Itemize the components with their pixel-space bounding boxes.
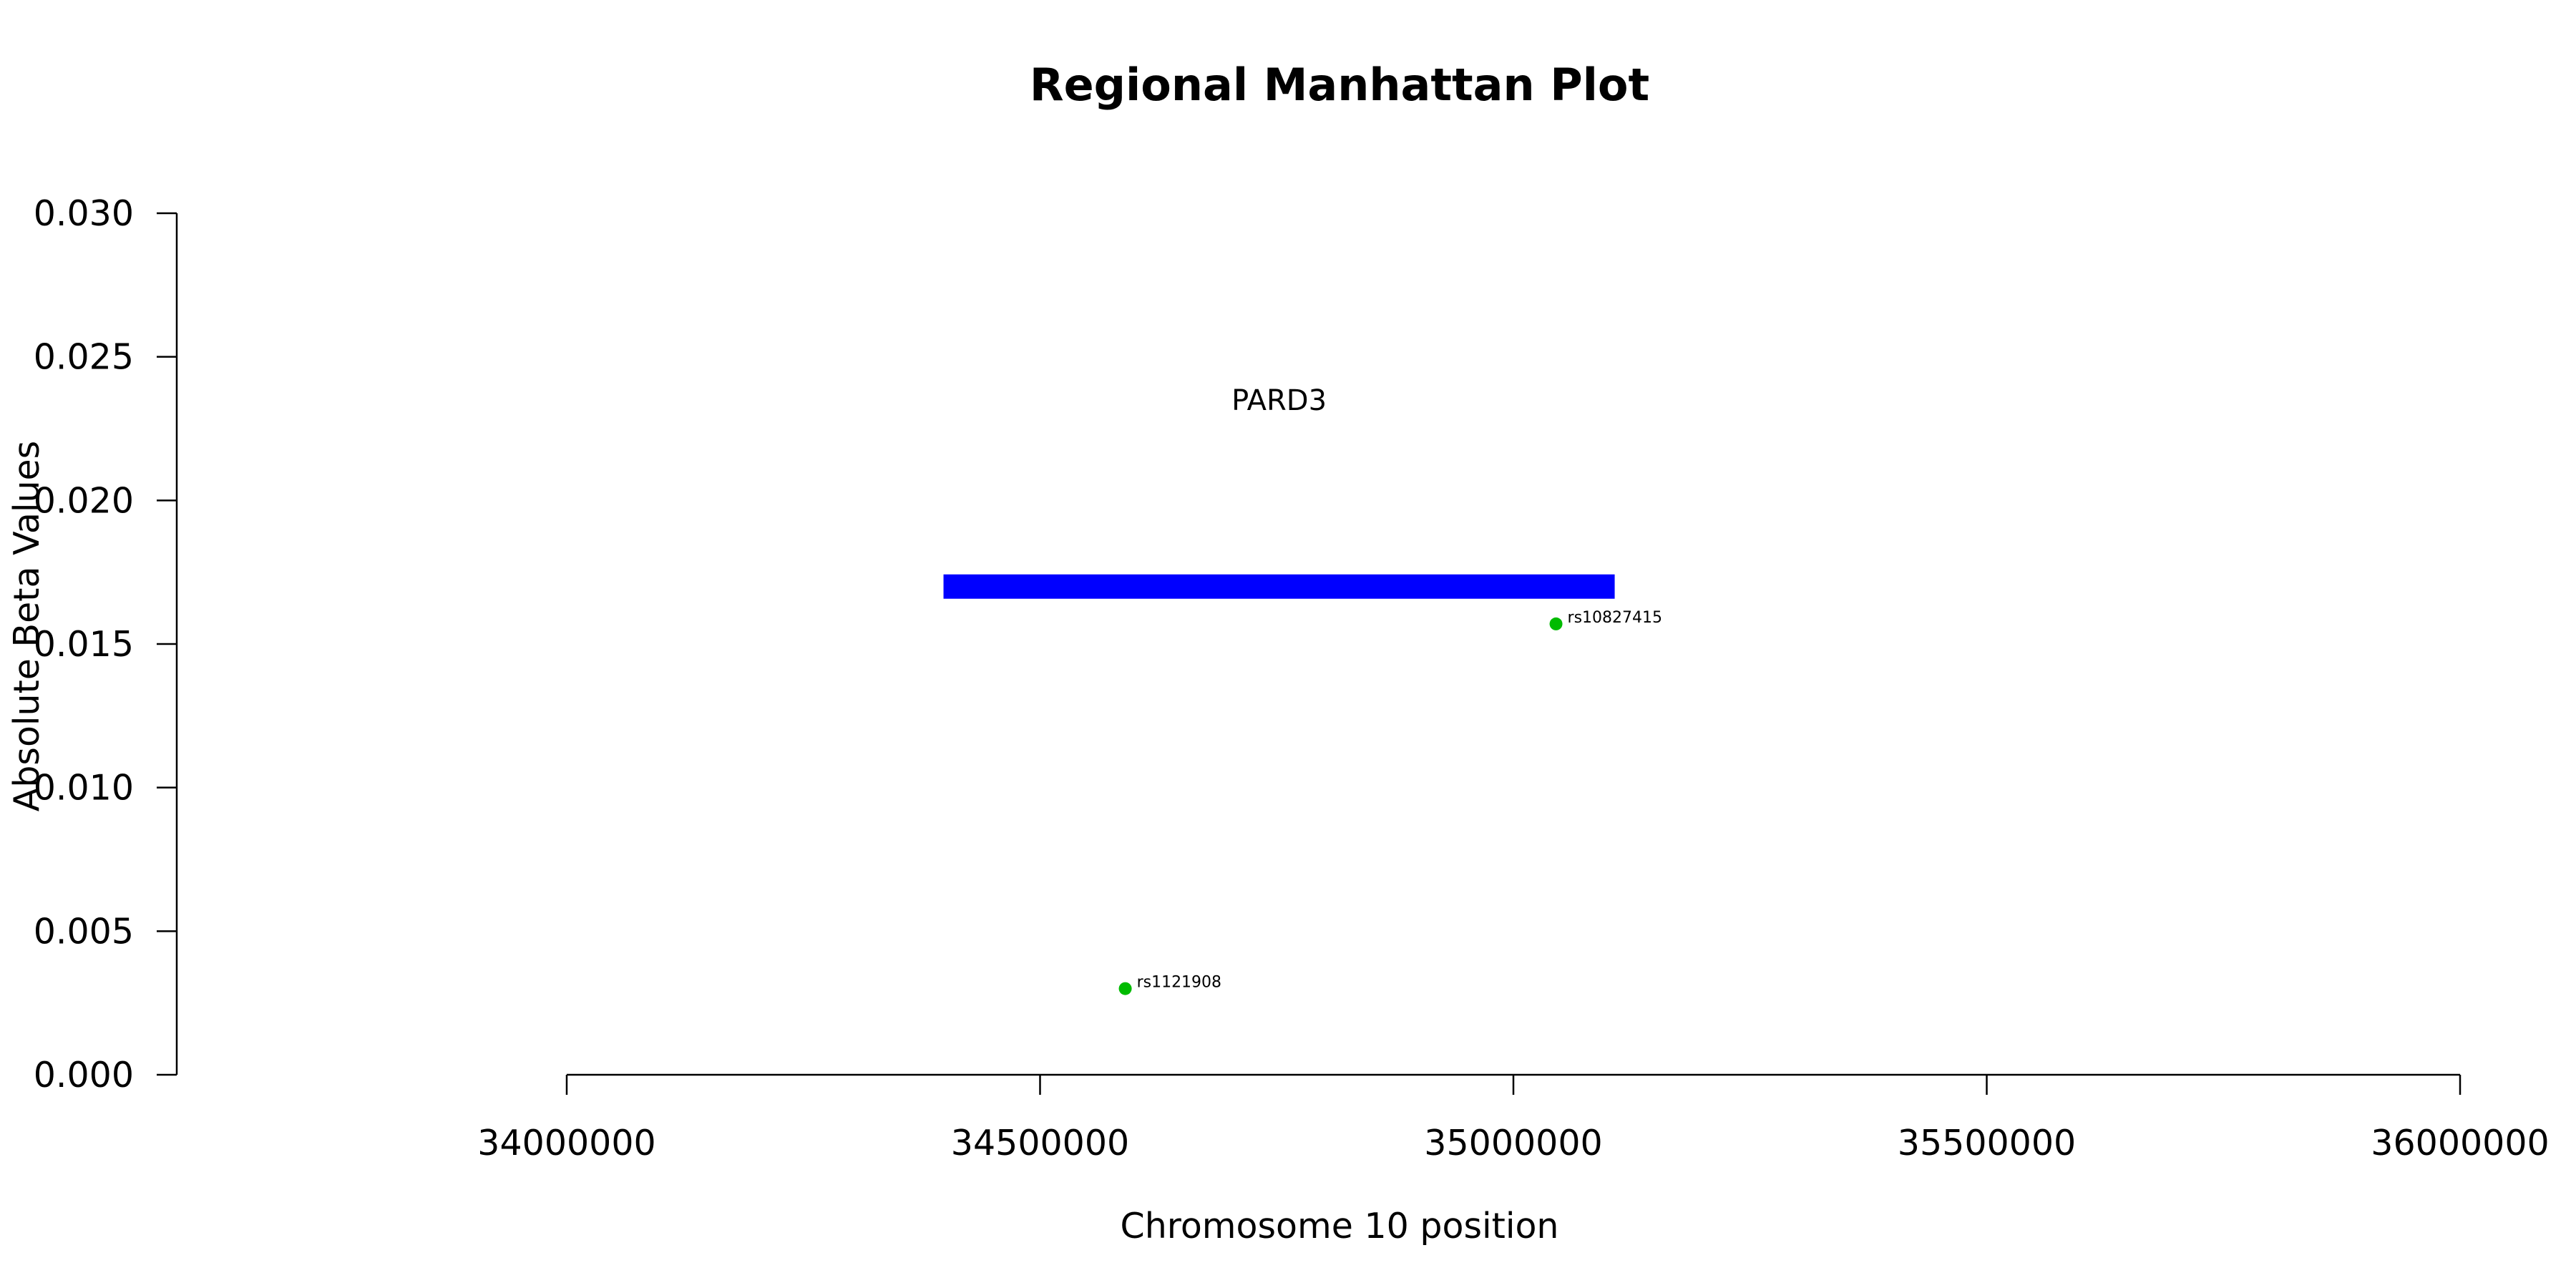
x-tick-label: 34000000 [477,1123,655,1163]
y-axis-label: Absolute Beta Values [6,441,47,811]
snp-label: rs10827415 [1568,609,1662,627]
y-tick-label: 0.015 [34,624,134,665]
y-tick-label: 0.030 [34,193,134,234]
y-tick-label: 0.025 [34,337,134,378]
x-tick-label: 34500000 [951,1123,1129,1163]
x-axis: 34000000 34500000 35000000 35500000 36000000 [477,1073,2550,1163]
y-axis: 0.000 0.005 0.010 0.015 0.020 0.025 0.030 [34,193,178,1096]
snp-point [1118,982,1132,995]
y-tick-label: 0.000 [34,1055,134,1096]
chart-title: Regional Manhattan Plot [1030,59,1649,111]
x-axis-label: Chromosome 10 position [1120,1206,1558,1246]
snp-label: rs1121908 [1137,974,1222,992]
x-tick-label: 36000000 [2371,1123,2549,1163]
x-tick-label: 35000000 [1424,1123,1602,1163]
snp-point [1549,617,1563,630]
y-tick-label: 0.010 [34,768,134,809]
y-tick-label: 0.020 [34,480,134,521]
x-tick-label: 35500000 [1898,1123,2076,1163]
gene-bar [943,574,1615,599]
gene-track: PARD3 [943,384,1615,599]
gene-label: PARD3 [1231,384,1327,417]
snp-points: rs1121908 rs10827415 [1118,609,1662,995]
y-tick-label: 0.005 [34,911,134,952]
